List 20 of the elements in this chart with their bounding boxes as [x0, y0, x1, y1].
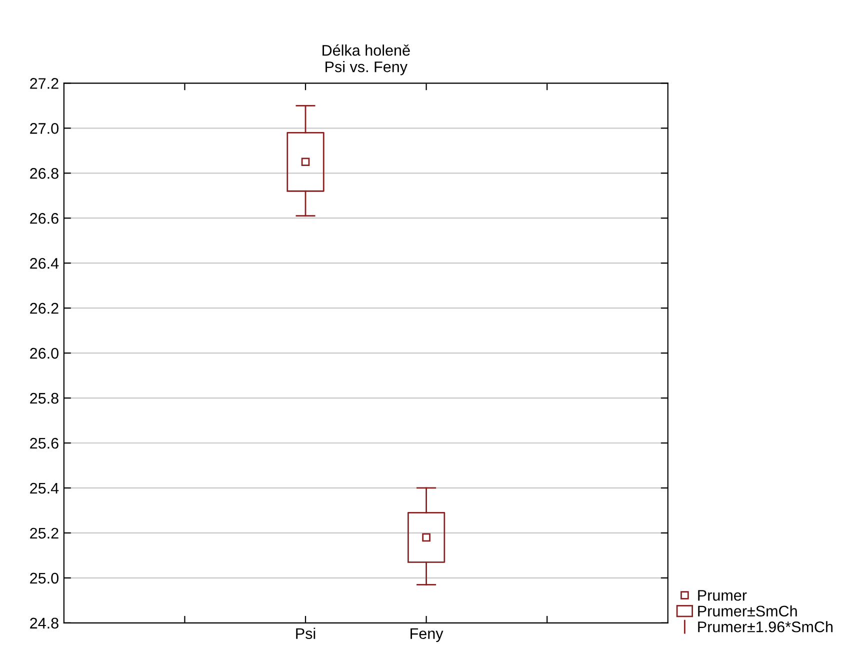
y-tick-label: 26.6 [30, 212, 58, 224]
y-tick-label: 25.8 [30, 392, 58, 404]
chart-subtitle: Psi vs. Feny [326, 61, 408, 76]
text: Prumer [698, 590, 747, 601]
x-tick-label: Feny [410, 628, 444, 642]
y-tick-label: 26.2 [30, 302, 58, 314]
x-tick-label: Psi [296, 628, 316, 639]
y-tick-label: 26.4 [30, 258, 59, 269]
y-tick-label: 25.4 [30, 482, 59, 494]
y-tick-label: 25.2 [30, 528, 58, 539]
y-tick-label: 27.0 [30, 123, 58, 134]
chart-title: Délka holeně [322, 44, 410, 56]
y-tick-label: 24.8 [30, 618, 58, 629]
y-tick-label: 25.0 [30, 572, 58, 584]
text: Prumer±1.96*SmCh [698, 621, 833, 632]
y-tick-label: 27.2 [30, 78, 58, 89]
y-tick-label: 26.0 [30, 348, 58, 359]
y-tick-label: 25.6 [30, 438, 58, 449]
y-tick-label: 26.8 [30, 168, 58, 179]
text: Prumer±SmCh [698, 605, 797, 617]
